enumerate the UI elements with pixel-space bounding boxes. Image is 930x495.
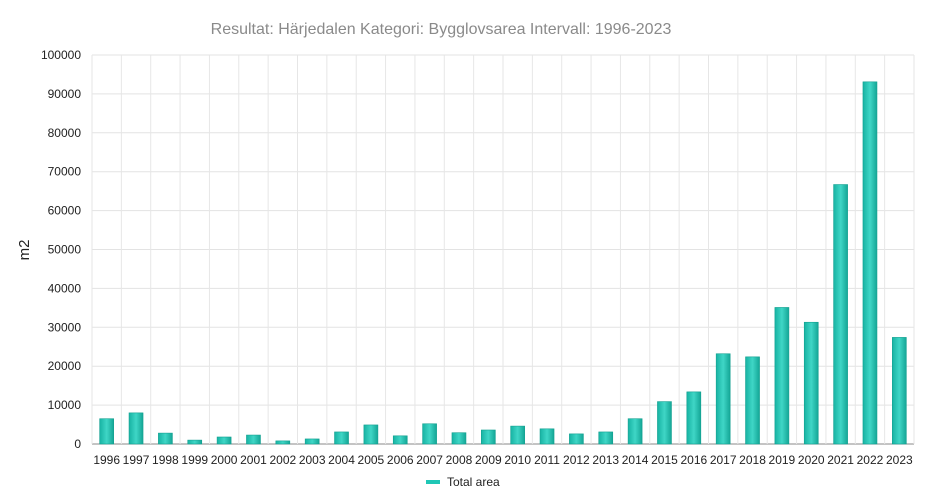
legend[interactable]: Total area <box>426 475 500 489</box>
y-tick-label: 40000 <box>48 281 82 295</box>
x-tick-label: 1998 <box>152 453 179 467</box>
x-tick-label: 2002 <box>269 453 296 467</box>
x-tick-label: 2022 <box>857 453 884 467</box>
chart-title: Resultat: Härjedalen Kategori: Bygglovsa… <box>211 21 672 38</box>
bar-2017[interactable] <box>715 353 731 445</box>
x-tick-label: 2017 <box>710 453 737 467</box>
bar-2015[interactable] <box>657 401 672 445</box>
bar-1996[interactable] <box>99 418 114 445</box>
bar-1997[interactable] <box>128 412 144 445</box>
bar-2002[interactable] <box>275 440 291 445</box>
x-tick-label: 2012 <box>563 453 590 467</box>
x-tick-label: 2004 <box>328 453 355 467</box>
x-tick-label: 2015 <box>651 453 678 467</box>
y-axis-ticks: 0 10000 20000 30000 40000 50000 60000 70000 8000… <box>41 48 81 451</box>
bar-2014[interactable] <box>627 418 643 445</box>
bars <box>99 81 907 445</box>
x-tick-label: 1999 <box>181 453 208 467</box>
bar-2018[interactable] <box>745 356 760 445</box>
bar-2023[interactable] <box>892 337 907 445</box>
bar-2019[interactable] <box>774 307 790 445</box>
x-tick-label: 2005 <box>358 453 385 467</box>
bar-2008[interactable] <box>451 432 467 445</box>
y-tick-label: 30000 <box>48 320 82 334</box>
x-tick-label: 2010 <box>504 453 531 467</box>
x-tick-label: 2001 <box>240 453 267 467</box>
y-tick-label: 10000 <box>48 398 82 412</box>
bar-2012[interactable] <box>569 433 584 445</box>
bar-2009[interactable] <box>481 429 496 445</box>
bar-2004[interactable] <box>334 431 349 445</box>
x-tick-label: 2007 <box>416 453 443 467</box>
bar-2006[interactable] <box>392 435 408 445</box>
legend-swatch <box>426 480 440 484</box>
x-axis-ticks: 1996 1997 1998 1999 2000 2001 2002 2003 2004 2005… <box>93 453 913 467</box>
bar-1999[interactable] <box>187 439 203 445</box>
x-tick-label: 1996 <box>93 453 120 467</box>
y-tick-label: 50000 <box>48 243 82 257</box>
bar-2020[interactable] <box>803 321 819 445</box>
y-tick-label: 60000 <box>48 204 82 218</box>
x-tick-label: 1997 <box>123 453 150 467</box>
bar-2021[interactable] <box>833 184 848 445</box>
bar-2013[interactable] <box>598 431 614 445</box>
bar-2007[interactable] <box>422 423 437 445</box>
bar-1998[interactable] <box>158 432 173 445</box>
y-tick-label: 20000 <box>48 359 82 373</box>
x-tick-label: 2014 <box>622 453 649 467</box>
x-tick-label: 2023 <box>886 453 913 467</box>
bar-2010[interactable] <box>510 425 525 445</box>
x-tick-label: 2020 <box>798 453 825 467</box>
gridlines <box>91 54 915 445</box>
x-tick-label: 2021 <box>827 453 854 467</box>
x-tick-label: 2009 <box>475 453 502 467</box>
bar-2005[interactable] <box>363 424 379 445</box>
x-tick-label: 2003 <box>299 453 326 467</box>
y-tick-label: 80000 <box>48 126 82 140</box>
legend-label: Total area <box>447 475 500 489</box>
y-axis-label: m2 <box>16 240 33 261</box>
x-tick-label: 2006 <box>387 453 414 467</box>
x-tick-label: 2008 <box>446 453 473 467</box>
y-tick-label: 0 <box>74 437 81 451</box>
y-tick-label: 100000 <box>41 48 81 62</box>
bar-2022[interactable] <box>862 81 878 445</box>
x-tick-label: 2000 <box>211 453 238 467</box>
bar-2011[interactable] <box>539 428 555 445</box>
bar-2016[interactable] <box>686 391 702 445</box>
x-tick-label: 2018 <box>739 453 766 467</box>
y-tick-label: 70000 <box>48 165 82 179</box>
x-tick-label: 2011 <box>534 453 560 467</box>
x-tick-label: 2016 <box>680 453 707 467</box>
x-tick-label: 2013 <box>592 453 619 467</box>
x-tick-label: 2019 <box>769 453 796 467</box>
bar-2001[interactable] <box>246 434 261 445</box>
bar-2003[interactable] <box>304 438 320 445</box>
bar-2000[interactable] <box>216 436 232 445</box>
y-tick-label: 90000 <box>48 87 82 101</box>
